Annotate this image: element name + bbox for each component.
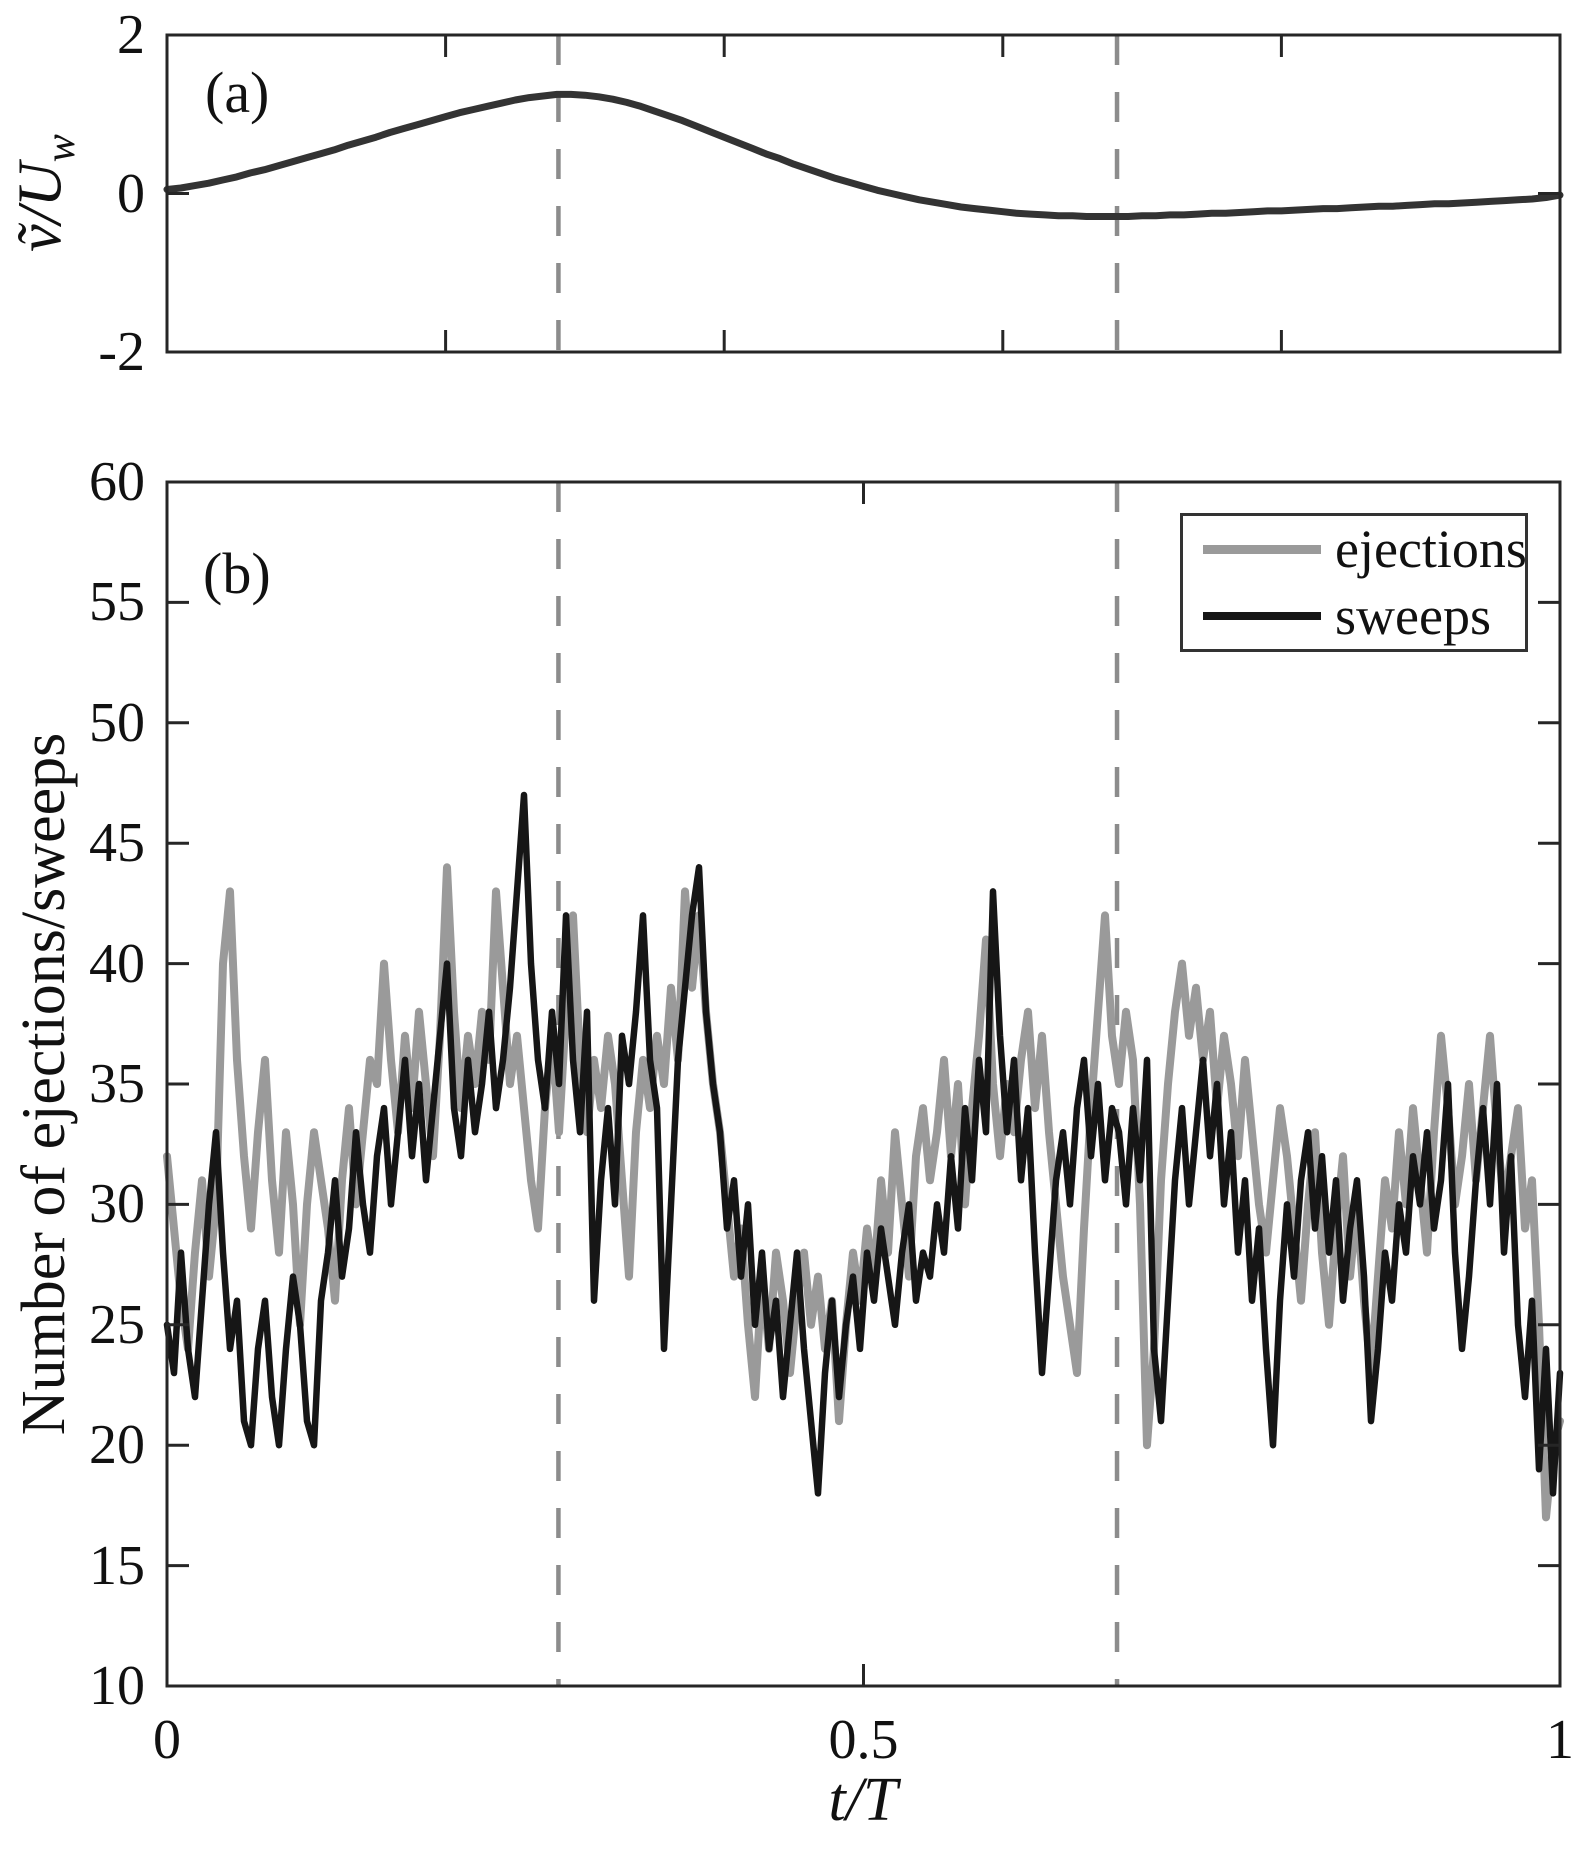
panel-b-xtick-label-1: 1 xyxy=(1546,1709,1574,1771)
legend-sweeps-swatch xyxy=(1203,611,1321,620)
panel-b-ytick-label-30: 30 xyxy=(89,1173,145,1236)
panel-b-ytick-label-40: 40 xyxy=(89,932,145,995)
legend-row-sweeps: sweeps xyxy=(1183,583,1525,650)
legend-ejections-label: ejections xyxy=(1335,519,1527,580)
panel-b-ytick-label-50: 50 xyxy=(89,691,145,754)
panel-a-ytick-label--2: -2 xyxy=(98,321,145,383)
panel-a-ytick-label-0: 0 xyxy=(117,162,145,225)
phase-averaged-wave-velocity-line xyxy=(163,90,1564,220)
legend-ejections-swatch xyxy=(1203,544,1321,554)
panel-b-ytick-label-55: 55 xyxy=(89,571,145,634)
panel-b-y-axis-label: Number of ejections/sweeps xyxy=(10,732,78,1436)
legend-box: ejections sweeps xyxy=(1180,513,1528,652)
legend-sweeps-label: sweeps xyxy=(1335,585,1491,646)
panel-a-letter: (a) xyxy=(205,60,270,125)
panel-b-xtick-label-0: 0 xyxy=(153,1709,181,1771)
panel-a-ytick-label-2: 2 xyxy=(117,4,145,66)
panel-b-letter: (b) xyxy=(203,541,271,606)
sweeps-line xyxy=(163,791,1564,1497)
panel-b-ytick-label-45: 45 xyxy=(89,812,145,875)
panel-b-ytick-label-10: 10 xyxy=(89,1655,145,1717)
panel-a-axes-box xyxy=(165,33,1562,354)
panel-b-ytick-label-35: 35 xyxy=(89,1053,145,1115)
legend-row-ejections: ejections xyxy=(1183,516,1527,583)
panel-a-plot xyxy=(163,33,1564,354)
panel-a-ylabel-subscript: w xyxy=(37,134,85,163)
panel-b-xtick-label-0.5: 0.5 xyxy=(828,1709,899,1771)
panel-a-y-axis-label: ṽ/Uw xyxy=(6,134,85,252)
panel-b-x-axis-label: t/T xyxy=(828,1766,898,1834)
panel-b-ytick-label-60: 60 xyxy=(89,451,145,513)
panel-b-ytick-label-25: 25 xyxy=(89,1293,145,1356)
panel-b-plot xyxy=(163,480,1564,1688)
panel-a-ylabel-main: ṽ/U xyxy=(6,162,75,252)
panel-b-ytick-label-20: 20 xyxy=(89,1414,145,1477)
panel-b-ytick-label-15: 15 xyxy=(89,1534,145,1597)
